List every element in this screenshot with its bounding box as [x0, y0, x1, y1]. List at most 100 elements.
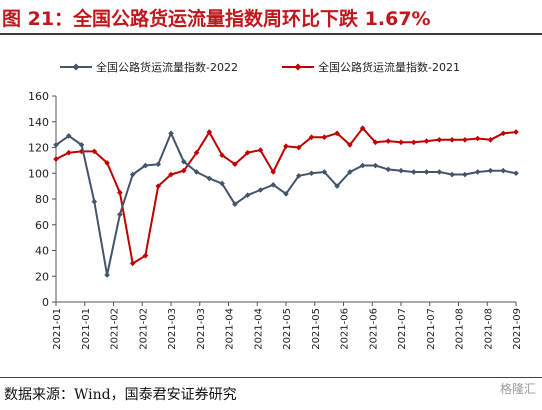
data-point-2021 [142, 252, 149, 259]
watermark: 格隆汇 [499, 382, 536, 396]
title-divider [0, 33, 542, 35]
y-tick-label: 160 [28, 90, 49, 103]
y-tick-label: 80 [35, 193, 49, 206]
x-tick-label: 2021-03 [167, 308, 178, 350]
data-point-2021 [283, 143, 289, 150]
data-point-2021 [436, 136, 443, 143]
data-point-2021 [500, 130, 507, 137]
data-point-2021 [423, 138, 430, 144]
data-point-2021 [219, 152, 225, 159]
data-point-2022 [117, 211, 123, 218]
data-point-2022 [193, 169, 200, 175]
x-tick-label: 2021-03 [196, 308, 207, 350]
legend-label-2021: 全国公路货运流量指数-2021 [318, 60, 460, 74]
legend-marker-2021 [294, 63, 302, 71]
data-point-2022 [308, 170, 315, 177]
data-point-2022 [410, 169, 417, 175]
data-point-2022 [372, 162, 379, 169]
data-point-2022 [347, 169, 353, 175]
y-tick-label: 0 [42, 296, 49, 309]
data-point-2021 [155, 183, 162, 189]
data-point-2021 [129, 260, 136, 267]
data-point-2022 [104, 272, 110, 278]
data-point-2021 [334, 130, 340, 137]
y-tick-label: 60 [35, 219, 49, 232]
data-point-2022 [283, 191, 289, 197]
data-point-2022 [206, 175, 213, 182]
series-group [53, 125, 519, 278]
data-point-2021 [513, 129, 519, 135]
y-tick-label: 120 [28, 142, 49, 155]
data-point-2022 [142, 162, 149, 169]
data-point-2021 [487, 136, 494, 143]
legend-item-2022: 全国公路货运流量指数-2022 [60, 60, 238, 74]
x-tick-label: 2021-01 [52, 308, 63, 350]
data-point-2022 [91, 198, 98, 205]
data-point-2022 [321, 169, 328, 175]
data-point-2022 [219, 180, 225, 187]
series-line-2022 [55, 132, 517, 276]
axes: 0 20 40 60 80 100 120 140 160 2021-01 2021-01 2021-… [28, 90, 523, 350]
data-point-2021 [232, 161, 238, 168]
data-point-2022 [180, 158, 187, 165]
y-tick-label: 140 [28, 116, 49, 129]
data-point-2021 [180, 167, 187, 174]
data-point-2021 [385, 138, 392, 144]
y-tick-label: 40 [35, 245, 49, 258]
line-chart: 全国公路货运流量指数-2022 全国公路货运流量指数-2021 0 20 40 60 8… [28, 60, 523, 350]
data-point-2021 [193, 149, 200, 156]
data-point-2021 [474, 135, 481, 142]
series-2021 [53, 125, 519, 267]
x-tick-label: 2021-04 [225, 308, 236, 350]
data-point-2021 [65, 149, 72, 156]
x-tick-label: 2021-06 [368, 308, 379, 350]
data-point-2021 [53, 156, 59, 162]
data-point-2022 [257, 187, 264, 193]
data-point-2022 [244, 192, 251, 198]
data-point-2022 [155, 161, 162, 168]
series-2022 [53, 130, 519, 278]
x-tick-label: 2021-06 [340, 308, 351, 350]
chart-title: 图 21：全国公路货运流量指数周环比下跌 1.67% [2, 8, 431, 30]
x-tick-label: 2021-08 [455, 308, 466, 350]
legend-item-2021: 全国公路货运流量指数-2021 [282, 60, 460, 74]
x-tick-label: 2021-07 [397, 308, 408, 350]
x-tick-label: 2021-05 [311, 308, 322, 350]
data-point-2022 [53, 142, 59, 148]
data-point-2021 [449, 136, 455, 143]
data-point-2022 [359, 162, 366, 169]
data-point-2022 [385, 166, 392, 173]
data-point-2021 [168, 171, 174, 178]
source-divider [0, 377, 542, 378]
data-point-2021 [295, 144, 302, 151]
data-point-2022 [232, 201, 238, 207]
x-tick-label: 2021-05 [282, 308, 293, 350]
data-point-2021 [117, 189, 123, 196]
data-point-2022 [334, 183, 340, 189]
x-tick-label: 2021-02 [138, 308, 149, 350]
data-point-2022 [270, 182, 277, 188]
data-point-2022 [487, 167, 494, 174]
legend-marker-2022 [72, 63, 80, 71]
x-tick-label: 2021-07 [426, 308, 437, 350]
data-point-2021 [321, 134, 328, 140]
data-point-2022 [462, 171, 468, 178]
data-point-2021 [462, 136, 468, 143]
data-point-2022 [423, 169, 430, 175]
data-point-2022 [129, 171, 136, 178]
y-tick-label: 100 [28, 167, 49, 180]
legend-label-2022: 全国公路货运流量指数-2022 [96, 60, 238, 74]
legend: 全国公路货运流量指数-2022 全国公路货运流量指数-2021 [60, 60, 460, 74]
x-tick-label: 2021-04 [253, 308, 264, 350]
data-point-2022 [168, 130, 174, 137]
data-point-2022 [449, 171, 455, 178]
data-point-2022 [474, 169, 481, 175]
data-point-2022 [500, 167, 507, 174]
x-tick-label: 2021-09 [512, 308, 523, 350]
x-tick-label: 2021-08 [483, 308, 494, 350]
data-point-2021 [410, 139, 417, 146]
data-point-2021 [270, 169, 277, 175]
data-point-2021 [372, 139, 379, 146]
x-tick-label: 2021-01 [81, 308, 92, 350]
data-point-2021 [398, 139, 404, 146]
